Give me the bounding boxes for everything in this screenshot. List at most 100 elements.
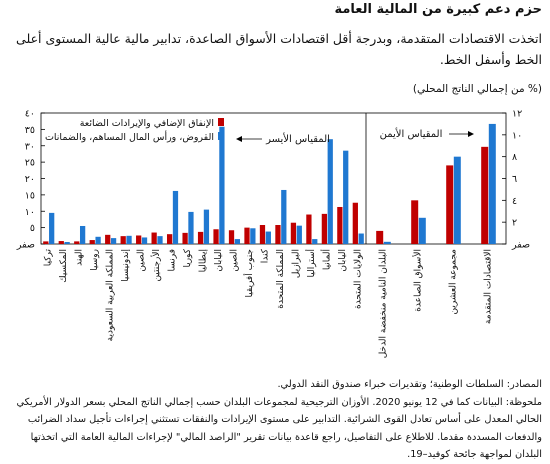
country-category-label: اليابان <box>338 249 348 272</box>
country-bar-spending <box>182 232 188 244</box>
country-category-label: تركيا <box>44 249 54 267</box>
country-category-label: كندا <box>260 248 270 263</box>
country-bar-loans <box>188 211 194 244</box>
country-bar-loans <box>141 237 148 244</box>
country-bar-spending <box>290 222 297 244</box>
legend-swatch-loans <box>218 132 224 140</box>
right-scale-annotation: المقياس الأيمن <box>380 127 443 140</box>
country-bar-spending <box>89 240 95 244</box>
left-axis-tick-label: ٣٠ <box>25 141 35 152</box>
group-bar-spending <box>376 230 384 244</box>
left-axis-tick-label: ٢٠ <box>25 174 35 185</box>
country-bar-loans <box>126 235 132 244</box>
unit-note: (% من إجمالي الناتج المحلي) <box>412 83 542 95</box>
country-bar-spending <box>213 229 219 244</box>
country-bar-spending <box>228 230 235 244</box>
country-category-label: المملكة المتحدة <box>276 249 286 309</box>
right-scale-arrowhead <box>468 131 474 137</box>
group-bar-spending <box>446 165 454 244</box>
figure-subtitle: اتخذت الاقتصادات المتقدمة، وبدرجة أقل اق… <box>16 31 542 67</box>
country-bar-spending <box>43 241 49 244</box>
left-axis-tick-label: ١٥ <box>25 190 35 201</box>
country-bar-loans <box>95 236 101 244</box>
country-bar-spending <box>151 232 157 244</box>
country-bar-loans <box>296 225 302 244</box>
country-bar-loans <box>203 209 210 244</box>
country-category-label: المكسيك <box>59 249 69 283</box>
left-axis-tick-label: صفر <box>16 240 35 251</box>
right-axis-tick-label: ١٠ <box>512 130 522 141</box>
country-bar-spending <box>321 213 328 244</box>
group-bar-spending <box>481 146 489 244</box>
country-bar-spending <box>306 214 312 244</box>
country-category-label: الأرجنتين <box>150 249 162 282</box>
country-category-label: كوريا <box>183 248 193 267</box>
country-bar-loans <box>281 189 287 244</box>
country-bar-spending <box>120 236 126 244</box>
group-bar-loans <box>488 123 496 244</box>
group-bar-loans <box>383 241 391 244</box>
country-category-label: ألمانيا <box>320 249 332 270</box>
group-category-label: الأسواق الصاعدة <box>412 249 424 312</box>
country-category-label: الولايات المتحدة <box>353 249 363 309</box>
country-category-label: الصين <box>229 249 239 272</box>
country-category-label: المملكة العربية السعودية <box>106 249 116 341</box>
country-bar-spending <box>197 231 204 244</box>
figure-footer: المصادر: السلطات الوطنية؛ وتقديرات خبراء… <box>6 376 542 464</box>
group-bar-spending <box>411 200 419 244</box>
left-axis-tick-label: ١٠ <box>25 207 35 218</box>
group-category-label: البلدان النامية منخفضة الدخل <box>379 249 389 358</box>
country-bar-loans <box>49 212 55 244</box>
right-axis-tick-label: ٦ <box>512 174 517 185</box>
group-bar-loans <box>453 156 461 244</box>
country-bar-spending <box>58 241 64 244</box>
group-category-label: مجموعة العشرين <box>449 249 459 315</box>
country-bar-spending <box>352 202 358 244</box>
country-bar-loans <box>172 190 179 244</box>
country-category-label: أستراليا <box>305 249 317 277</box>
left-scale-annotation: المقياس الأيسر <box>265 132 330 145</box>
country-bar-loans <box>250 228 256 244</box>
country-bar-loans <box>312 239 318 244</box>
right-axis-tick-label: ٨ <box>512 152 517 163</box>
methodology-note: ملحوظة: البيانات كما في 12 يونيو 2020. ا… <box>16 396 542 461</box>
left-axis-tick-label: ٢٥ <box>25 158 35 169</box>
country-category-label: جنوب أفريقيا <box>243 249 255 298</box>
right-axis-tick-label: ٢ <box>512 218 517 229</box>
country-bar-loans <box>343 150 349 244</box>
country-category-label: إندونيسيا <box>121 249 131 282</box>
group-category-label: الاقتصادات المتقدمة <box>484 249 494 324</box>
figure-title: حزم دعم كبيرة من المالية العامة <box>334 2 542 17</box>
country-category-label: الهند <box>75 249 85 266</box>
country-bar-spending <box>244 227 250 244</box>
country-category-label: اليابان <box>214 249 224 272</box>
sources-note: المصادر: السلطات الوطنية؛ وتقديرات خبراء… <box>277 379 542 390</box>
group-bar-loans <box>418 217 426 244</box>
country-bar-loans <box>110 238 117 244</box>
legend-swatch-spending <box>218 118 224 126</box>
country-bar-spending <box>74 241 80 244</box>
country-bar-spending <box>337 206 343 244</box>
country-category-label: البرازيل <box>291 249 301 278</box>
country-bar-loans <box>265 231 271 244</box>
left-axis-tick-label: ٤٠ <box>25 109 35 120</box>
country-bar-loans <box>358 233 364 244</box>
left-axis-tick-label: ٥ <box>30 223 35 234</box>
right-axis-tick-label: صفر <box>511 240 530 251</box>
country-bar-loans <box>157 236 163 244</box>
right-axis-tick-label: ١٢ <box>512 109 522 120</box>
country-bar-spending <box>166 234 173 244</box>
legend-label-spending: الإنفاق الإضافي والإيرادات الضائعة <box>80 118 214 129</box>
right-axis-tick-label: ٤ <box>512 196 517 207</box>
left-axis-tick-label: ٣٥ <box>25 125 35 136</box>
country-bar-loans <box>234 239 241 244</box>
country-bar-loans <box>79 225 86 244</box>
country-category-label: فرنسا <box>168 249 178 272</box>
country-bar-loans <box>219 126 225 244</box>
country-bar-spending <box>259 225 266 244</box>
country-bar-loans <box>327 139 333 244</box>
country-bar-loans <box>64 242 70 244</box>
legend-label-loans: القروض، ورأس المال المساهم، والضمانات <box>45 130 214 143</box>
